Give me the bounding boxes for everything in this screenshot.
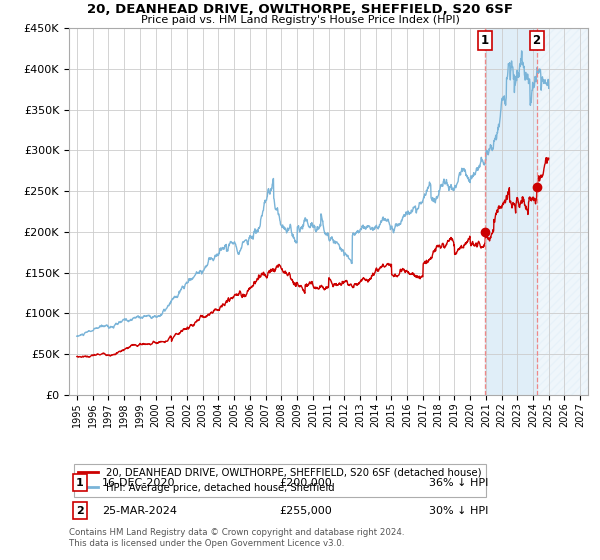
- Text: 25-MAR-2024: 25-MAR-2024: [102, 506, 177, 516]
- Text: 30% ↓ HPI: 30% ↓ HPI: [429, 506, 488, 516]
- Text: 2: 2: [76, 506, 83, 516]
- Text: Contains HM Land Registry data © Crown copyright and database right 2024.
This d: Contains HM Land Registry data © Crown c…: [69, 528, 404, 548]
- Text: 20, DEANHEAD DRIVE, OWLTHORPE, SHEFFIELD, S20 6SF: 20, DEANHEAD DRIVE, OWLTHORPE, SHEFFIELD…: [87, 3, 513, 16]
- Text: 36% ↓ HPI: 36% ↓ HPI: [429, 478, 488, 488]
- Text: Price paid vs. HM Land Registry's House Price Index (HPI): Price paid vs. HM Land Registry's House …: [140, 15, 460, 25]
- Legend: 20, DEANHEAD DRIVE, OWLTHORPE, SHEFFIELD, S20 6SF (detached house), HPI: Average: 20, DEANHEAD DRIVE, OWLTHORPE, SHEFFIELD…: [74, 464, 485, 497]
- Text: 16-DEC-2020: 16-DEC-2020: [102, 478, 176, 488]
- Bar: [485, 28, 536, 395]
- Text: 1: 1: [76, 478, 83, 488]
- Text: £255,000: £255,000: [279, 506, 332, 516]
- Text: 1: 1: [481, 34, 489, 46]
- Text: 2: 2: [533, 34, 541, 46]
- Text: £200,000: £200,000: [279, 478, 332, 488]
- Bar: [536, 28, 600, 395]
